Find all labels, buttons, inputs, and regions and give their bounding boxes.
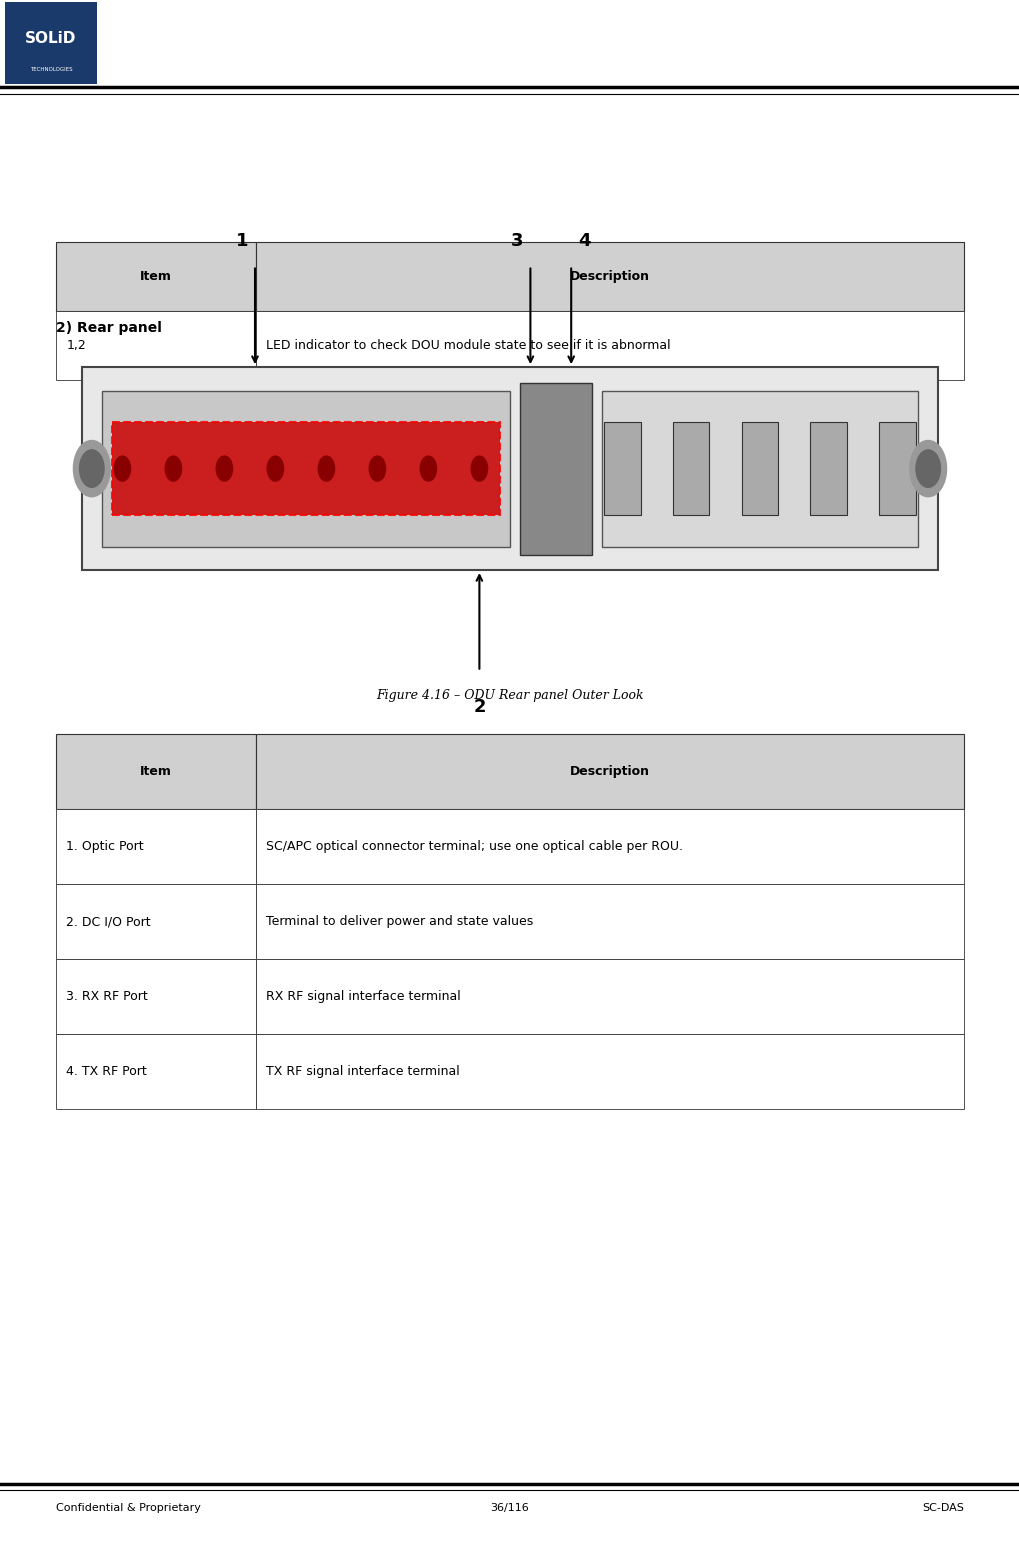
- Circle shape: [165, 456, 181, 481]
- Bar: [741, 422, 777, 515]
- Text: 2: 2: [473, 698, 485, 717]
- Bar: [56, 734, 256, 809]
- Text: Figure 4.16 – ODU Rear panel Outer Look: Figure 4.16 – ODU Rear panel Outer Look: [376, 689, 643, 701]
- Bar: [256, 959, 963, 1034]
- Text: 1: 1: [235, 231, 248, 250]
- Text: TECHNOLOGIES: TECHNOLOGIES: [30, 67, 72, 72]
- Text: TX RF signal interface terminal: TX RF signal interface terminal: [266, 1065, 460, 1078]
- Text: 2. DC I/O Port: 2. DC I/O Port: [66, 915, 151, 928]
- Bar: [673, 422, 709, 515]
- Text: LED indicator to check DOU module state to see if it is abnormal: LED indicator to check DOU module state …: [266, 339, 669, 351]
- Bar: [256, 311, 963, 380]
- Text: Confidential & Proprietary: Confidential & Proprietary: [56, 1503, 201, 1512]
- Circle shape: [471, 456, 487, 481]
- Bar: [878, 422, 915, 515]
- Text: SOLiD: SOLiD: [25, 31, 76, 47]
- Bar: [56, 959, 256, 1034]
- Circle shape: [216, 456, 232, 481]
- Bar: [56, 242, 256, 311]
- Bar: [256, 734, 963, 809]
- Circle shape: [267, 456, 283, 481]
- Bar: [102, 390, 510, 547]
- Bar: [56, 884, 256, 959]
- Circle shape: [73, 440, 110, 497]
- Bar: [56, 809, 256, 884]
- Text: Item: Item: [140, 270, 172, 283]
- Circle shape: [909, 440, 946, 497]
- Bar: [256, 884, 963, 959]
- Circle shape: [79, 450, 104, 487]
- Text: 2) Rear panel: 2) Rear panel: [56, 322, 162, 334]
- Text: Terminal to deliver power and state values: Terminal to deliver power and state valu…: [266, 915, 533, 928]
- Text: 1,2: 1,2: [66, 339, 86, 351]
- Text: 36/116: 36/116: [490, 1503, 529, 1512]
- Bar: [82, 367, 937, 570]
- Bar: [256, 809, 963, 884]
- Bar: [256, 1034, 963, 1109]
- Text: 1. Optic Port: 1. Optic Port: [66, 840, 144, 853]
- Bar: [520, 383, 591, 555]
- Text: RX RF signal interface terminal: RX RF signal interface terminal: [266, 990, 461, 1003]
- Text: 4: 4: [578, 231, 590, 250]
- Circle shape: [114, 456, 130, 481]
- Text: Description: Description: [570, 270, 649, 283]
- Bar: [112, 422, 499, 515]
- Bar: [56, 311, 256, 380]
- Text: 3. RX RF Port: 3. RX RF Port: [66, 990, 148, 1003]
- Text: SC/APC optical connector terminal; use one optical cable per ROU.: SC/APC optical connector terminal; use o…: [266, 840, 683, 853]
- Text: Item: Item: [140, 765, 172, 778]
- Circle shape: [369, 456, 385, 481]
- Bar: [256, 242, 963, 311]
- Bar: [601, 390, 917, 547]
- Text: Description: Description: [570, 765, 649, 778]
- Circle shape: [318, 456, 334, 481]
- Bar: [810, 422, 847, 515]
- Text: SC-DAS: SC-DAS: [921, 1503, 963, 1512]
- Bar: [56, 1034, 256, 1109]
- Circle shape: [420, 456, 436, 481]
- Bar: [603, 422, 640, 515]
- Circle shape: [915, 450, 940, 487]
- Text: 3: 3: [511, 231, 523, 250]
- Bar: [5, 2, 97, 84]
- Text: 4. TX RF Port: 4. TX RF Port: [66, 1065, 147, 1078]
